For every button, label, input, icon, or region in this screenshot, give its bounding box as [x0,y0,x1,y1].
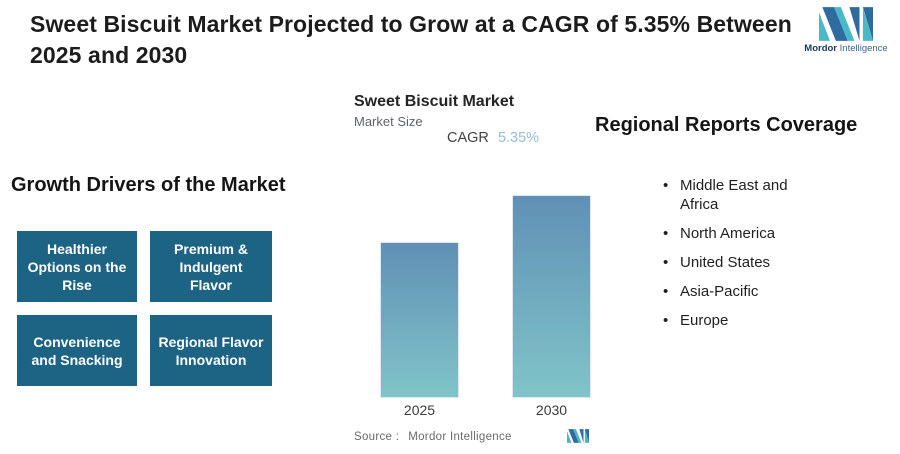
list-item-north-america: • North America [663,224,853,243]
list-item-asia-pacific: • Asia-Pacific [663,282,853,301]
bullet-icon: • [663,254,669,271]
bullet-icon: • [663,177,669,194]
growth-drivers-heading: Growth Drivers of the Market [11,174,286,196]
driver-box-premium-indulgent: Premium & Indulgent Flavor [150,231,272,302]
chart-subtitle: Market Size [354,114,423,129]
list-item-middle-east-africa: • Middle East and Africa [663,176,853,214]
brand-name-secondary: Intelligence [839,43,888,54]
bar-2025 [380,242,459,398]
cagr-label: CAGR [447,130,489,146]
x-tick-2025: 2025 [403,402,436,418]
list-item-europe: • Europe [663,311,853,330]
brand-logo: Mordor Intelligence [798,7,894,54]
driver-box-regional-flavor: Regional Flavor Innovation [150,315,272,386]
source-note: Source : Mordor Intelligence [354,431,512,443]
bar-chart: 2025 2030 [345,180,615,418]
cagr-value: 5.35% [497,130,540,146]
chart-title: Sweet Biscuit Market [354,93,515,110]
brand-name-primary: Mordor [804,43,837,54]
mordor-intelligence-m-icon [819,7,873,41]
driver-box-healthier-options: Healthier Options on the Rise [17,231,137,302]
source-value: Mordor Intelligence [408,431,512,443]
region-label: Middle East and Africa [680,177,788,213]
driver-box-convenience-snacking: Convenience and Snacking [17,315,137,386]
mordor-intelligence-m-icon-small [567,429,589,443]
region-label: Europe [680,312,729,329]
source-label: Source : [354,431,400,443]
chart-cagr-annotation: CAGR 5.35% [447,130,539,146]
region-label: North America [680,225,776,242]
page-title: Sweet Biscuit Market Projected to Grow a… [30,11,792,68]
region-label: Asia-Pacific [680,283,759,300]
region-label: United States [680,254,771,271]
list-item-united-states: • United States [663,253,853,272]
bullet-icon: • [663,225,669,242]
regional-coverage-list: • Middle East and Africa • North America… [663,176,853,340]
growth-drivers-grid: Healthier Options on the Rise Premium & … [17,231,272,386]
bullet-icon: • [663,283,669,300]
bullet-icon: • [663,312,669,329]
brand-name: Mordor Intelligence [798,43,894,54]
x-tick-2030: 2030 [535,402,568,418]
bar-2030 [512,195,591,398]
regional-coverage-heading: Regional Reports Coverage [595,114,858,136]
